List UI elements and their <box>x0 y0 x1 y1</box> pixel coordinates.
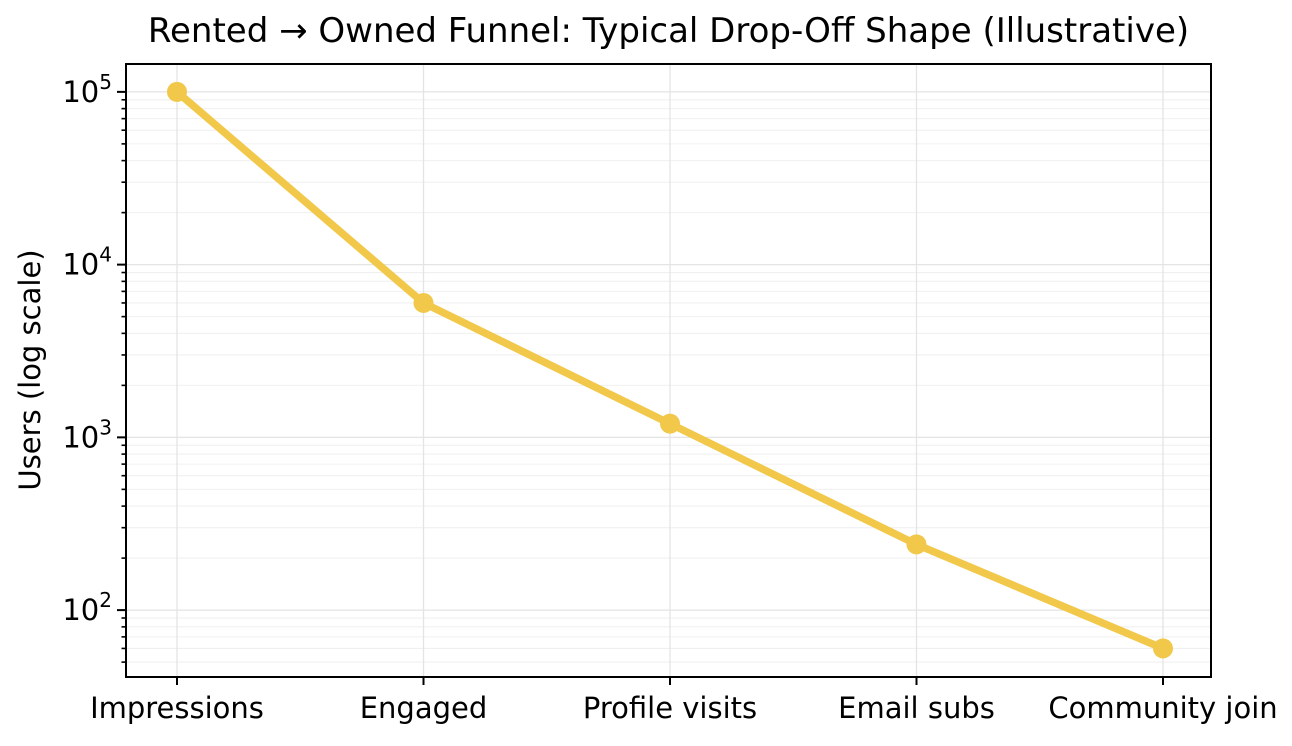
x-tick-label: Impressions <box>90 691 264 725</box>
y-tick-label: 103 <box>62 415 112 454</box>
x-tick-label: Engaged <box>360 691 488 725</box>
y-tick-label: 102 <box>62 588 112 627</box>
chart-title: Rented → Owned Funnel: Typical Drop-Off … <box>147 11 1190 51</box>
data-point-marker <box>167 81 187 102</box>
data-point-marker <box>1153 638 1173 659</box>
x-tick-label: Community join <box>1048 691 1277 725</box>
data-point-marker <box>660 413 680 434</box>
y-tick-label: 105 <box>62 70 112 109</box>
plot-border <box>125 63 1212 678</box>
y-axis-label: Users (log scale) <box>13 249 47 491</box>
x-tick-label: Profile visits <box>583 691 757 725</box>
data-point-marker <box>906 534 927 555</box>
data-point-marker <box>413 292 434 313</box>
y-tick-label: 104 <box>62 243 112 282</box>
x-tick-label: Email subs <box>838 691 995 725</box>
